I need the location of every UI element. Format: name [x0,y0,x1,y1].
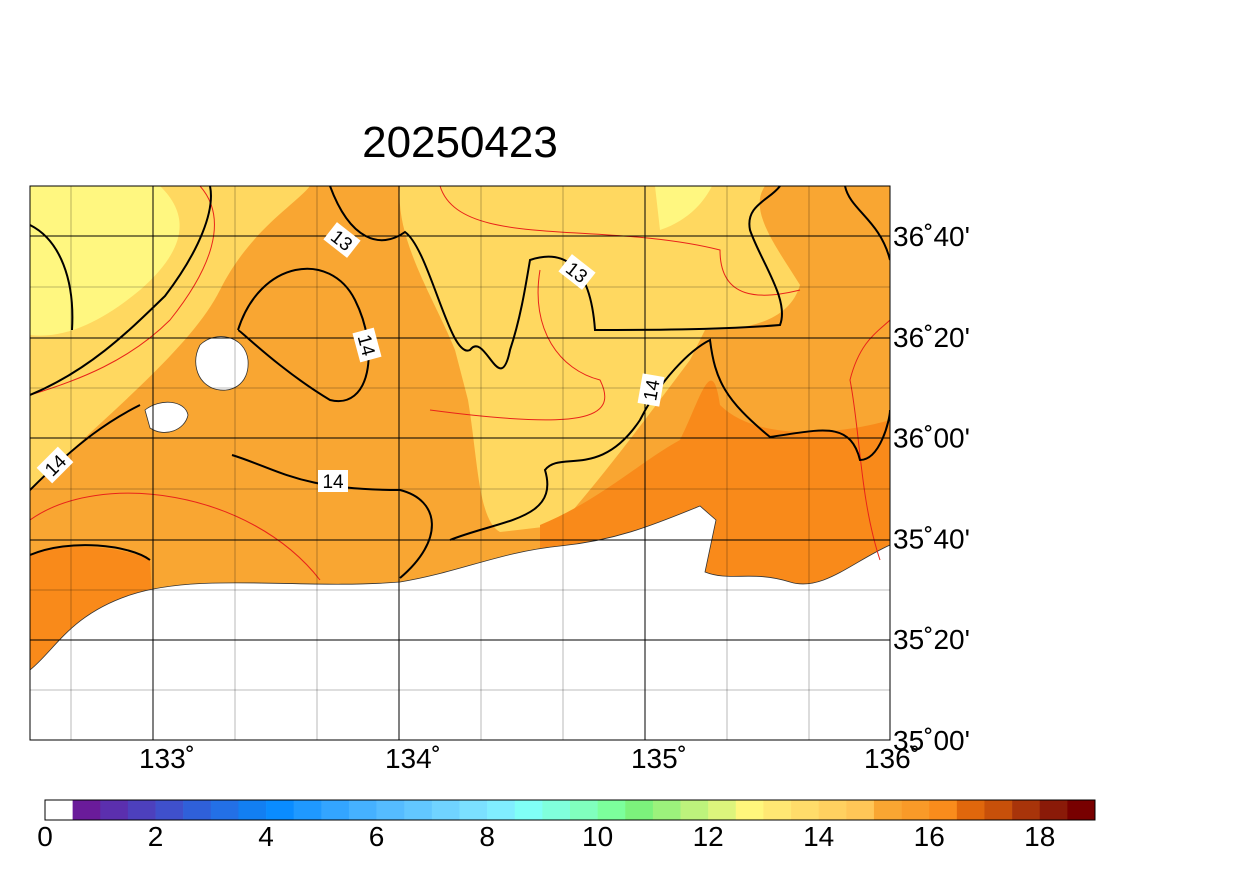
contour-label: 14 [318,470,348,493]
sea-12 [30,186,180,336]
colorbar-tick-label: 14 [803,821,834,852]
colorbar-box [238,800,267,820]
contour-label-text: 14 [640,378,664,403]
island [195,336,249,391]
colorbar-box [1012,800,1041,820]
label-box [323,222,361,258]
lon-label: 134˚ [385,743,441,774]
colorbar-box [570,800,598,820]
frame [29,185,891,741]
colorbar-box [155,800,184,820]
lat-labels: 36˚40' 36˚20' 36˚00' 35˚40' 35˚20' 35˚00' [893,221,970,756]
contour-label-text: 14 [322,472,344,493]
contour-label: 14 [352,327,382,363]
colorbar-box [708,800,737,820]
colorbar-box [542,800,571,820]
colorbar-box [514,800,543,820]
colorbar-box [597,800,626,820]
colorbar-box [459,800,488,820]
colorbar-box [680,800,709,820]
colorbar-box [72,800,101,820]
colorbar-tick-label: 12 [693,821,724,852]
minor-grid [30,186,890,740]
grid [30,186,890,740]
colorbar-tick-label: 16 [914,821,945,852]
label-box [318,470,348,492]
colorbar-box [625,800,654,820]
lat-label: 36˚40' [893,221,970,252]
colorbar-tick-label: 10 [582,821,613,852]
label-box [558,254,596,290]
colorbar-box [404,800,433,820]
colorbar-tick-label: 8 [479,821,495,852]
lon-label: 136˚ [864,743,920,774]
colorbar-tick-label: 18 [1024,821,1055,852]
lat-label: 35˚20' [893,624,970,655]
colorbar-box [266,800,294,820]
title: 20250423 [362,118,558,167]
colorbar-tick-label: 4 [258,821,274,852]
colorbar-box [735,800,764,820]
colorbar-box [487,800,516,820]
colorbar-box [210,800,239,820]
island [144,401,189,433]
colorbar-tick-label: 6 [369,821,385,852]
colorbar-box [956,800,985,820]
lat-label: 36˚20' [893,322,970,353]
colorbar-box [652,800,681,820]
sea-12 [655,186,712,230]
colorbar: 0 2 4 6 8 10 12 14 16 18 [37,799,1096,852]
contour-label: 14 [637,373,665,407]
black-contours [30,186,890,579]
colorbar-box [791,800,819,820]
colorbar-box [1067,800,1096,820]
lon-labels: 133˚ 134˚ 135˚ 136˚ [139,743,920,774]
lon-label: 133˚ [139,743,195,774]
lat-label: 35˚40' [893,523,970,554]
colorbar-frame [44,799,1096,821]
colorbar-box [321,800,350,820]
label-box [637,373,665,407]
lat-label: 36˚00' [893,423,970,454]
lon-label: 135˚ [631,743,687,774]
colorbar-tick-label: 2 [148,821,164,852]
map [30,186,890,740]
colorbar-box [293,800,322,820]
colorbar-box [1039,800,1068,820]
colorbar-box [376,800,405,820]
label-box [36,446,74,484]
colorbar-box [100,800,129,820]
lat-label: 35˚00' [893,725,970,756]
colorbar-box [183,800,212,820]
colorbar-box [901,800,930,820]
colorbar-box [846,800,875,820]
land [30,505,890,740]
colorbar-box [348,800,377,820]
colorbar-box [431,800,460,820]
colorbar-box [984,800,1013,820]
colorbar-box [929,800,958,820]
colorbar-box [818,800,847,820]
colorbar-box [763,800,792,820]
colorbar-box [873,800,902,820]
colorbar-box [45,800,73,820]
colorbar-tick-label: 0 [37,821,53,852]
colorbar-box [127,800,156,820]
red-contours [30,186,890,581]
label-box [352,327,382,363]
